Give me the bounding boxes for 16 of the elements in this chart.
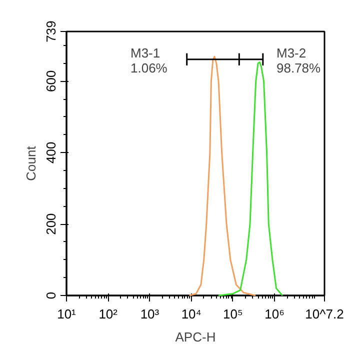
annotation: M3-1 1.06% bbox=[130, 46, 168, 76]
y-tick-label: 600 bbox=[44, 70, 58, 92]
x-tick-label: 10³ bbox=[140, 306, 160, 322]
annotation: M3-2 98.78% bbox=[276, 46, 322, 76]
x-axis-title: APC-H bbox=[175, 330, 216, 344]
x-tick-label: 10⁴ bbox=[181, 306, 202, 322]
x-tick-label: 10^7.2 bbox=[305, 306, 344, 322]
x-tick-label: 10⁵ bbox=[223, 306, 243, 322]
y-tick-label: 739 bbox=[44, 20, 58, 42]
y-tick-label: 0 bbox=[44, 292, 58, 300]
y-axis-title: Count bbox=[24, 146, 38, 181]
x-tick-label: 10¹ bbox=[57, 306, 77, 322]
x-tick-label: 10⁶ bbox=[264, 306, 284, 322]
x-tick-label: 10² bbox=[98, 306, 118, 322]
y-tick-label: 400 bbox=[44, 142, 58, 164]
y-tick-label: 200 bbox=[44, 213, 58, 235]
